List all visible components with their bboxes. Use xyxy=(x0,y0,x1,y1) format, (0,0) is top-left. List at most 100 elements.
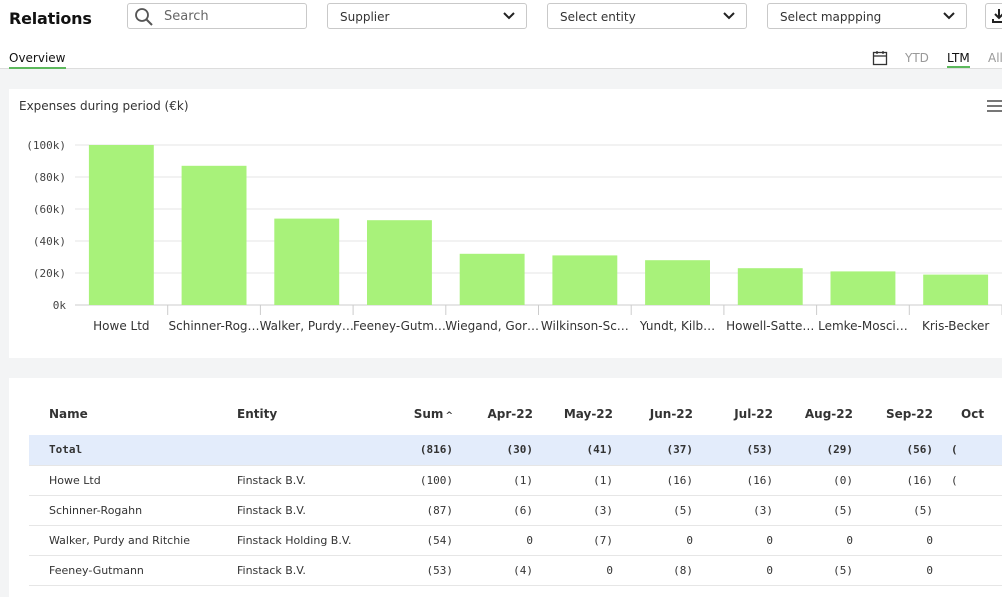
bar[interactable] xyxy=(552,255,618,305)
top-bar: Relations Supplier Select entity Select … xyxy=(0,0,1002,40)
x-tick-label: Wiegand, Gor… xyxy=(445,319,539,333)
total-month-value: (30) xyxy=(463,435,543,466)
row-month-value: 0 xyxy=(703,525,783,556)
bar[interactable] xyxy=(459,253,525,305)
total-month-value: (37) xyxy=(623,435,703,466)
search-icon xyxy=(135,8,153,26)
bar-chart: 0k (20k) (40k) (60k) (80k) (100k) Howe Ltd Schi… xyxy=(26,139,1002,333)
y-tick-label: (100k) xyxy=(26,139,66,152)
supplier-select-label: Supplier xyxy=(340,10,390,24)
table-row[interactable]: Howe Ltd Finstack B.V. (100) (1) (1) (16… xyxy=(29,465,1002,496)
row-month-value: 0 xyxy=(703,555,783,586)
col-header-month[interactable]: May-22 xyxy=(563,407,613,421)
relations-table-card: Name Entity Sum ^ Apr-22 May-22 Jun-22 Ju… xyxy=(9,378,1002,597)
hamburger-menu-icon[interactable] xyxy=(987,100,1002,112)
period-ltm[interactable]: LTM xyxy=(947,51,970,68)
total-month-value: (53) xyxy=(703,435,783,466)
table-row[interactable]: Walker, Purdy and Ritchie Finstack Holdi… xyxy=(29,525,1002,556)
row-month-value: (5) xyxy=(783,555,863,586)
row-name[interactable]: Howe Ltd xyxy=(29,465,217,496)
y-tick-label: (20k) xyxy=(33,267,66,280)
bar[interactable] xyxy=(88,145,154,305)
row-month-value: (8) xyxy=(623,555,703,586)
chevron-down-icon xyxy=(503,12,515,20)
x-tick-label: Schinner-Rog… xyxy=(169,319,260,333)
chevron-down-icon xyxy=(943,12,955,20)
row-month-value: 0 xyxy=(463,525,543,556)
row-name[interactable]: Schinner-Rogahn xyxy=(29,495,217,526)
col-header-month[interactable]: Apr-22 xyxy=(487,407,533,421)
row-month-value: (5) xyxy=(623,495,703,526)
row-month-value xyxy=(943,525,1002,556)
row-month-value: (16) xyxy=(623,465,703,496)
col-header-name[interactable]: Name xyxy=(49,407,88,421)
row-month-value xyxy=(943,495,1002,526)
col-header-month[interactable]: Aug-22 xyxy=(804,407,853,421)
x-tick-label: Lemke-Mosci… xyxy=(818,319,908,333)
table-row[interactable]: Schinner-Rogahn Finstack B.V. (87) (6) (… xyxy=(29,495,1002,526)
x-tick-label: Yundt, Kilb… xyxy=(639,319,715,333)
bar[interactable] xyxy=(923,274,989,305)
col-header-month[interactable]: Jun-22 xyxy=(649,407,693,421)
x-tick-label: Kris-Becker xyxy=(922,319,989,333)
download-button[interactable] xyxy=(985,3,1002,29)
row-month-value: (7) xyxy=(543,525,623,556)
search-box[interactable] xyxy=(127,3,307,29)
row-sum: (100) xyxy=(377,465,463,496)
col-header-month[interactable]: Oct xyxy=(961,407,985,421)
y-tick-label: (40k) xyxy=(33,235,66,248)
total-month-value: (56) xyxy=(863,435,943,466)
row-month-value: 0 xyxy=(543,555,623,586)
x-tick-label: Wilkinson-Sc… xyxy=(541,319,629,333)
x-tick-label: Feeney-Gutm… xyxy=(353,319,446,333)
period-ytd[interactable]: YTD xyxy=(905,51,929,65)
search-input[interactable] xyxy=(164,7,302,25)
total-entity xyxy=(217,435,377,466)
row-name[interactable]: Feeney-Gutmann xyxy=(29,555,217,586)
tab-overview[interactable]: Overview xyxy=(9,51,66,69)
row-month-value: (3) xyxy=(543,495,623,526)
y-tick-label: (60k) xyxy=(33,203,66,216)
sort-asc-icon: ^ xyxy=(445,411,453,421)
bar[interactable] xyxy=(830,271,896,305)
entity-select[interactable]: Select entity xyxy=(547,3,747,29)
bar[interactable] xyxy=(274,218,340,305)
row-month-value: (4) xyxy=(463,555,543,586)
bar[interactable] xyxy=(367,220,432,305)
calendar-icon[interactable] xyxy=(872,50,888,66)
x-tick-label: Howell-Satte… xyxy=(726,319,814,333)
period-all[interactable]: All xyxy=(988,51,1002,65)
row-month-value: 0 xyxy=(623,525,703,556)
row-month-value: 0 xyxy=(783,525,863,556)
chevron-down-icon xyxy=(723,12,735,20)
col-header-month[interactable]: Jul-22 xyxy=(734,407,773,421)
col-header-sum[interactable]: Sum ^ xyxy=(377,393,463,435)
y-tick-label: (80k) xyxy=(33,171,66,184)
total-month-value: ( xyxy=(943,435,1002,466)
row-month-value: 0 xyxy=(863,525,943,556)
expenses-chart-card: Expenses during period (€k) 0k (20k) (40k)… xyxy=(9,89,1002,358)
row-sum: (53) xyxy=(377,555,463,586)
total-sum: (816) xyxy=(377,435,463,466)
row-entity: Finstack B.V. xyxy=(217,555,377,586)
row-month-value: (3) xyxy=(703,495,783,526)
bar[interactable] xyxy=(737,268,803,305)
row-sum: (54) xyxy=(377,525,463,556)
total-month-value: (41) xyxy=(543,435,623,466)
x-tick-label: Walker, Purdy… xyxy=(260,319,354,333)
col-header-month[interactable]: Sep-22 xyxy=(885,407,933,421)
table-row[interactable]: Feeney-Gutmann Finstack B.V. (53) (4) 0 … xyxy=(29,555,1002,586)
total-month-value: (29) xyxy=(783,435,863,466)
bar[interactable] xyxy=(181,165,247,305)
total-row: Total (816) (30) (41) (37) (53) (29) (56… xyxy=(29,435,1002,466)
row-month-value: (16) xyxy=(863,465,943,496)
row-month-value: (0) xyxy=(783,465,863,496)
x-tick-label: Howe Ltd xyxy=(93,319,149,333)
supplier-select[interactable]: Supplier xyxy=(327,3,527,29)
bar[interactable] xyxy=(645,260,710,305)
mapping-select[interactable]: Select mappping xyxy=(767,3,967,29)
col-header-entity[interactable]: Entity xyxy=(237,407,278,421)
row-month-value: 0 xyxy=(863,555,943,586)
row-month-value: (5) xyxy=(783,495,863,526)
row-name[interactable]: Walker, Purdy and Ritchie xyxy=(29,525,217,556)
